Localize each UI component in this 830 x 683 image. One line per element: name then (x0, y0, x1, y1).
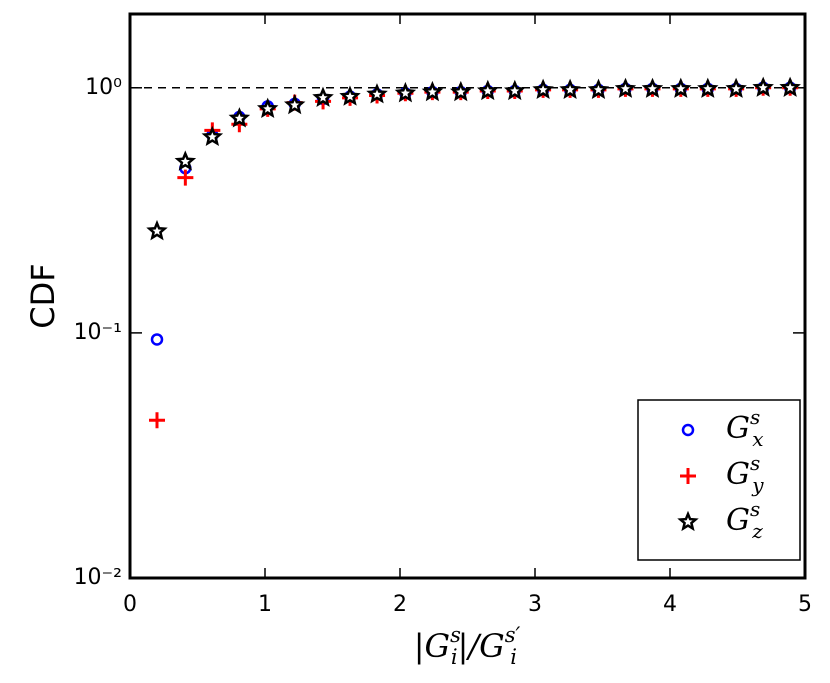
data-point (146, 219, 168, 241)
data-point (339, 85, 361, 106)
legend-sub: z (751, 519, 763, 543)
data-point (559, 78, 581, 100)
data-point (228, 107, 251, 128)
y-tick-label: 10⁻² (74, 565, 122, 590)
legend-marker (677, 510, 699, 532)
data-point (476, 79, 499, 101)
data-point (725, 77, 747, 98)
data-point (149, 412, 165, 429)
label-sup: s′ (505, 623, 521, 647)
data-point (283, 93, 306, 115)
legend-box (637, 399, 801, 561)
x-tick-label: 1 (258, 592, 272, 617)
data-point (366, 83, 388, 104)
x-tick-label: 4 (663, 592, 677, 617)
legend-name: G (726, 457, 750, 492)
legend-label: Gs x (726, 405, 764, 451)
y-tick-label: 10⁻¹ (74, 320, 122, 345)
legend-label: Gs z (726, 497, 763, 543)
legend-marker (681, 423, 695, 437)
legend-label: Gs y (726, 451, 764, 497)
data-point (312, 86, 334, 107)
legend-sup: s (750, 405, 760, 429)
x-axis-label: |Gsi​|/Gs′i​ (414, 623, 521, 669)
label-sup: s (450, 623, 461, 647)
data-point (670, 77, 692, 98)
y-axis-label: CDF (24, 263, 62, 328)
legend-name: G (726, 411, 750, 446)
data-point (779, 76, 801, 97)
label-sub: i (510, 645, 517, 669)
label-part: |G (414, 627, 450, 665)
y-tick-label: 10⁰ (85, 75, 122, 100)
legend-sup: s (750, 497, 760, 521)
data-point (394, 81, 417, 103)
data-point (449, 80, 472, 102)
legend-name: G (726, 503, 750, 538)
data-point (201, 125, 224, 147)
data-point (587, 78, 610, 100)
data-point (532, 78, 554, 100)
x-tick-label: 5 (798, 592, 812, 617)
data-point (256, 97, 279, 119)
label-part: |/G (458, 627, 505, 665)
data-point (177, 169, 194, 186)
legend-marker (680, 468, 696, 484)
x-tick-label: 3 (528, 592, 542, 617)
data-point (174, 150, 197, 171)
data-point (614, 77, 637, 98)
data-point (150, 333, 164, 346)
x-tick-label: 0 (123, 592, 137, 617)
data-point (697, 77, 719, 98)
data-point (641, 77, 664, 98)
legend-sup: s (750, 451, 760, 475)
data-point (421, 80, 444, 102)
x-tick-label: 2 (393, 592, 407, 617)
plot-frame (128, 12, 807, 580)
legend-sub: y (751, 473, 764, 497)
data-point (752, 76, 774, 97)
legend-sub: x (752, 427, 763, 451)
label-sub: i (451, 645, 458, 669)
data-point (503, 79, 526, 101)
